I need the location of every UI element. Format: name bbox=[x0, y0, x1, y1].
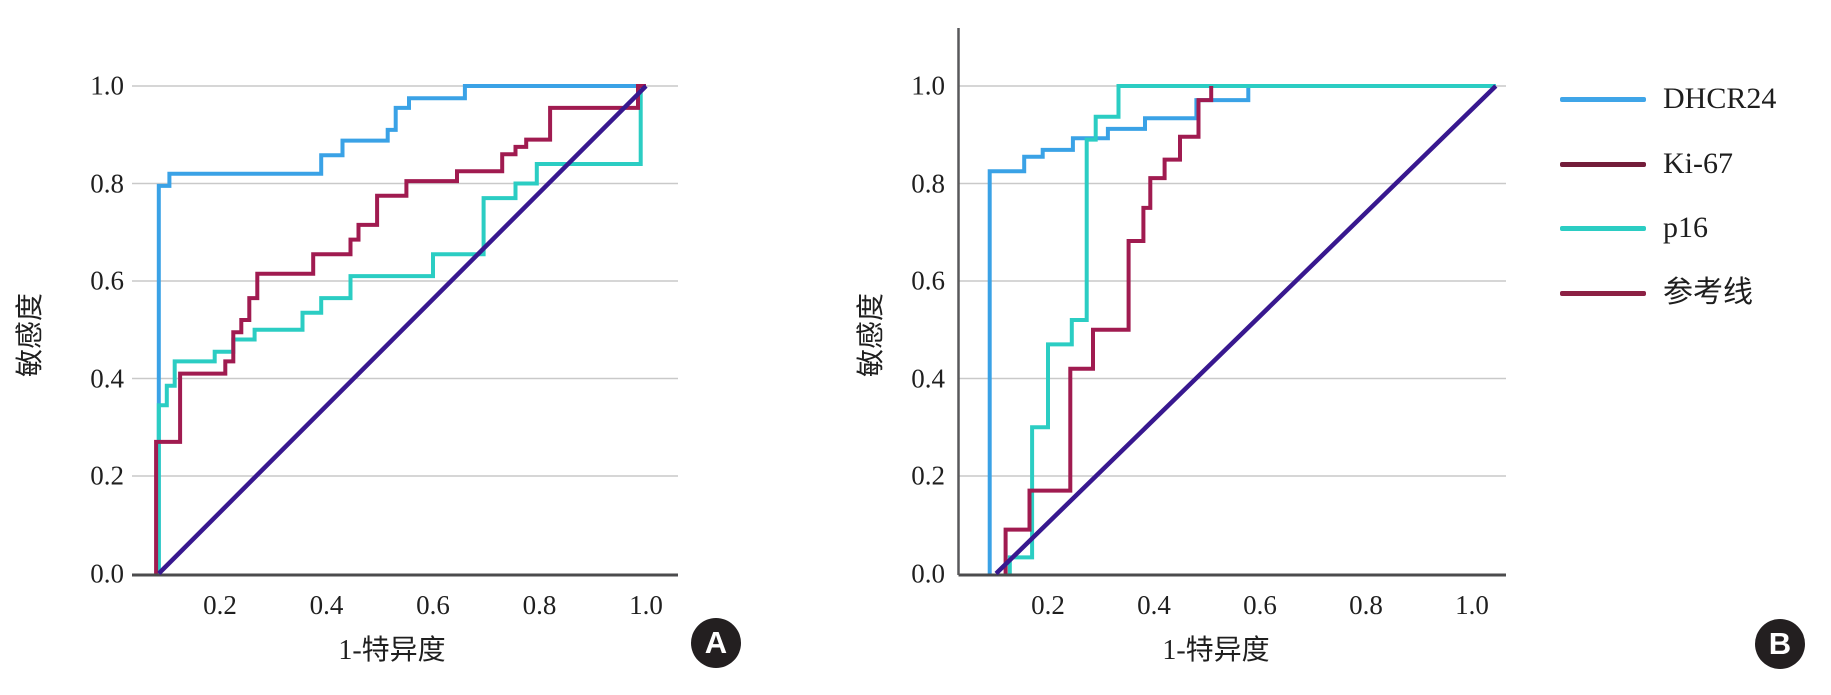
legend-item-p16: p16 bbox=[1560, 208, 1708, 248]
panel-b-x-tick-0.4: 0.4 bbox=[1137, 590, 1171, 620]
panel-b-y-tick-0.6: 0.6 bbox=[911, 265, 945, 296]
panel-a-y-tick-0.2: 0.2 bbox=[90, 460, 124, 491]
panel-b-x-tick-1.0: 1.0 bbox=[1455, 590, 1489, 620]
panel-b-x-tick-0.8: 0.8 bbox=[1349, 590, 1383, 620]
panel-a-x-tick-0.2: 0.2 bbox=[203, 590, 237, 620]
panel-a-y-tick-0.8: 0.8 bbox=[90, 168, 124, 198]
panel-a-y-tick-0.4: 0.4 bbox=[90, 363, 124, 393]
panel-a-series-ki-67-curve bbox=[154, 84, 646, 574]
panel-a-series-参考线-curve bbox=[157, 84, 648, 576]
panel-a-badge: A bbox=[691, 618, 741, 668]
panel-a-x-tick-0.8: 0.8 bbox=[522, 590, 557, 620]
panel-b-x-tick-0.6: 0.6 bbox=[1243, 590, 1277, 620]
legend-label-dhcr24: DHCR24 bbox=[1663, 82, 1777, 115]
panel-b-series-dhcr24-curve bbox=[987, 84, 1496, 574]
dhcr24-line-swatch-icon bbox=[1560, 96, 1646, 102]
panel-a-y-axis-title: 敏感度 bbox=[15, 292, 46, 378]
panel-a-x-axis-title: 1-特异度 bbox=[338, 635, 446, 666]
legend-label-ki67: Ki-67 bbox=[1663, 147, 1733, 180]
legend-label-reference-line: 参考线 bbox=[1663, 276, 1753, 309]
panel-a-y-tick-0.0: 0.0 bbox=[90, 558, 124, 588]
ki67-line-swatch-icon bbox=[1560, 161, 1646, 167]
panel-b-badge: B bbox=[1755, 619, 1805, 669]
panel-b-y-tick-1.0: 1.0 bbox=[911, 70, 945, 101]
legend-item-dhcr24: DHCR24 bbox=[1560, 79, 1776, 119]
legend-item-reference-line: 参考线 bbox=[1560, 273, 1753, 313]
panel-b-series-ki-67-curve bbox=[1003, 86, 1214, 574]
panel-b-series-参考线-curve bbox=[994, 84, 1498, 576]
panel-a-x-tick-1.0: 1.0 bbox=[629, 590, 663, 620]
panel-b-y-tick-0.8: 0.8 bbox=[911, 168, 945, 198]
panel-a-series-dhcr24-curve bbox=[156, 84, 646, 574]
panel-a-y-tick-0.6: 0.6 bbox=[90, 265, 124, 296]
legend-label-p16: p16 bbox=[1663, 211, 1708, 244]
panel-a-x-tick-0.6: 0.6 bbox=[416, 590, 450, 620]
panel-b-x-tick-0.2: 0.2 bbox=[1031, 590, 1065, 620]
legend-item-ki67: Ki-67 bbox=[1560, 144, 1733, 184]
panel-b-x-axis-title: 1-特异度 bbox=[1162, 635, 1270, 666]
panel-a-y-tick-1.0: 1.0 bbox=[90, 70, 124, 101]
panel-b-y-tick-0.4: 0.4 bbox=[911, 363, 945, 393]
reference-line-swatch-icon bbox=[1560, 290, 1646, 296]
panel-b-series-p16-curve bbox=[1007, 84, 1496, 574]
panel-b-y-tick-0.0: 0.0 bbox=[911, 558, 945, 588]
panel-b-y-tick-0.2: 0.2 bbox=[911, 460, 945, 491]
panel-b-y-axis-title: 敏感度 bbox=[856, 292, 887, 378]
panel-a-series-p16-curve bbox=[156, 84, 646, 574]
panel-a-x-tick-0.4: 0.4 bbox=[309, 590, 344, 620]
p16-line-swatch-icon bbox=[1560, 225, 1646, 231]
